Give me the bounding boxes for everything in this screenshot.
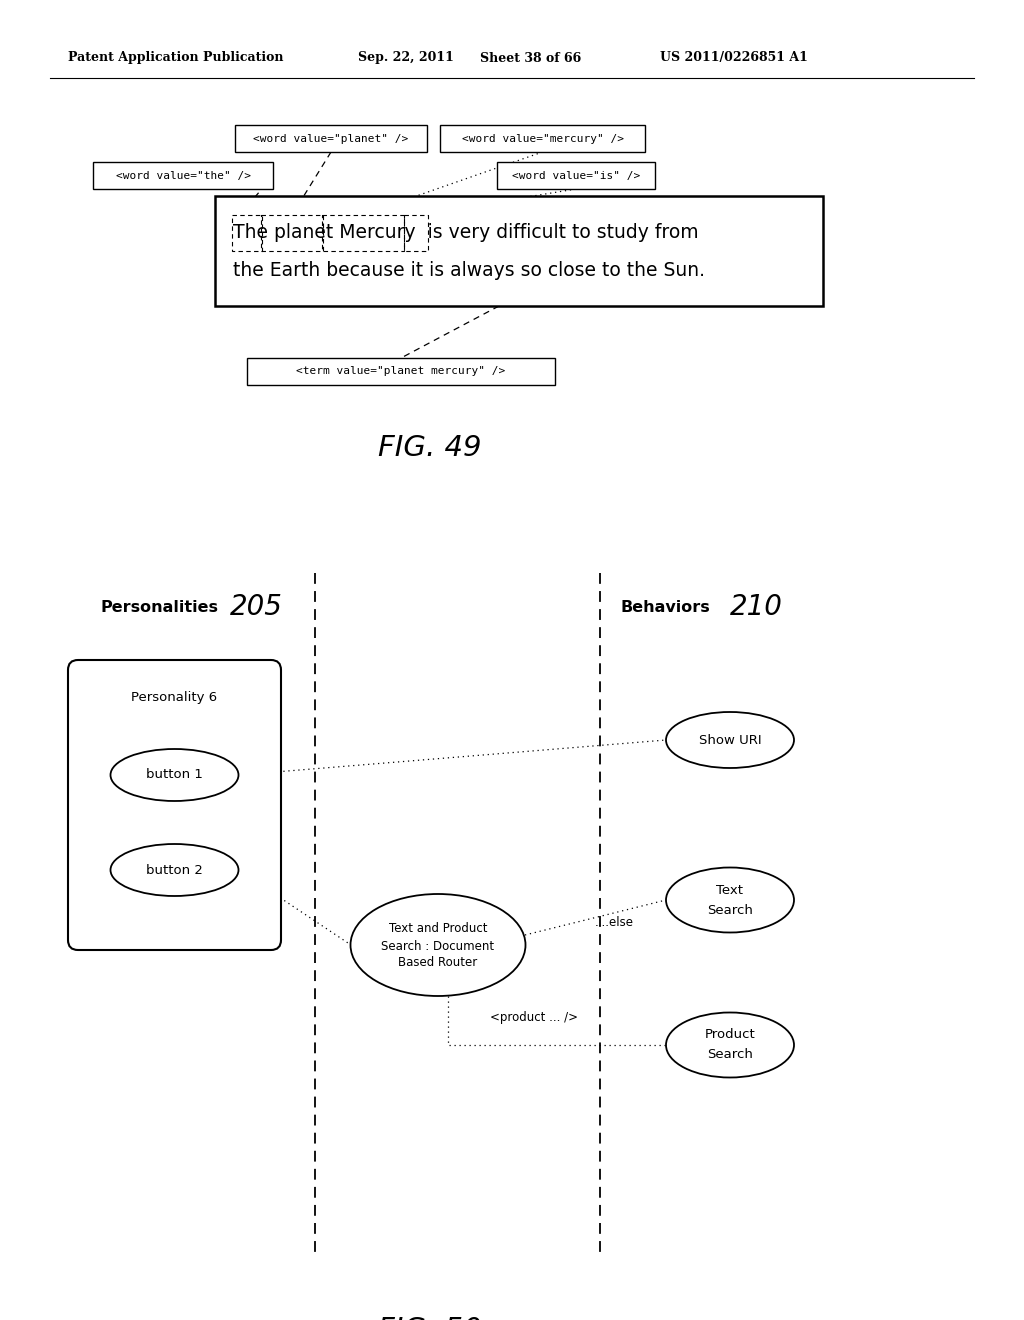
Text: Sep. 22, 2011: Sep. 22, 2011 bbox=[358, 51, 454, 65]
Text: Based Router: Based Router bbox=[398, 957, 477, 969]
Text: FIG. 50: FIG. 50 bbox=[378, 1316, 481, 1320]
Text: <word value="planet" />: <word value="planet" /> bbox=[253, 133, 409, 144]
Text: The planet Mercury  is very difficult to study from: The planet Mercury is very difficult to … bbox=[233, 223, 698, 242]
Text: <product ... />: <product ... /> bbox=[490, 1011, 578, 1023]
Text: <word value="mercury" />: <word value="mercury" /> bbox=[462, 133, 624, 144]
Text: Personality 6: Personality 6 bbox=[131, 692, 217, 705]
Text: 205: 205 bbox=[230, 593, 283, 620]
FancyBboxPatch shape bbox=[234, 125, 427, 152]
Ellipse shape bbox=[666, 1012, 794, 1077]
FancyBboxPatch shape bbox=[247, 358, 555, 385]
Text: FIG. 49: FIG. 49 bbox=[378, 434, 481, 462]
Text: Text and Product: Text and Product bbox=[389, 923, 487, 936]
Text: the Earth because it is always so close to the Sun.: the Earth because it is always so close … bbox=[233, 260, 705, 280]
Text: Search : Document: Search : Document bbox=[381, 940, 495, 953]
Text: Search: Search bbox=[707, 1048, 753, 1061]
Text: Behaviors: Behaviors bbox=[620, 599, 710, 615]
Ellipse shape bbox=[111, 748, 239, 801]
Text: <word value="the" />: <word value="the" /> bbox=[116, 170, 251, 181]
Text: Product: Product bbox=[705, 1028, 756, 1041]
Ellipse shape bbox=[350, 894, 525, 997]
FancyBboxPatch shape bbox=[497, 162, 655, 189]
FancyBboxPatch shape bbox=[215, 195, 823, 306]
Ellipse shape bbox=[111, 843, 239, 896]
Text: Text: Text bbox=[717, 883, 743, 896]
Text: US 2011/0226851 A1: US 2011/0226851 A1 bbox=[660, 51, 808, 65]
Text: Show URI: Show URI bbox=[698, 734, 761, 747]
Text: Personalities: Personalities bbox=[100, 599, 218, 615]
Text: button 2: button 2 bbox=[146, 863, 203, 876]
Text: Patent Application Publication: Patent Application Publication bbox=[68, 51, 284, 65]
Text: 210: 210 bbox=[730, 593, 783, 620]
Ellipse shape bbox=[666, 867, 794, 932]
Text: Search: Search bbox=[707, 903, 753, 916]
Text: ....else: ....else bbox=[595, 916, 634, 929]
FancyBboxPatch shape bbox=[440, 125, 645, 152]
Text: Sheet 38 of 66: Sheet 38 of 66 bbox=[480, 51, 582, 65]
Text: button 1: button 1 bbox=[146, 768, 203, 781]
Text: <term value="planet mercury" />: <term value="planet mercury" /> bbox=[296, 367, 506, 376]
FancyBboxPatch shape bbox=[68, 660, 281, 950]
FancyBboxPatch shape bbox=[93, 162, 273, 189]
Text: <word value="is" />: <word value="is" /> bbox=[512, 170, 640, 181]
Ellipse shape bbox=[666, 711, 794, 768]
